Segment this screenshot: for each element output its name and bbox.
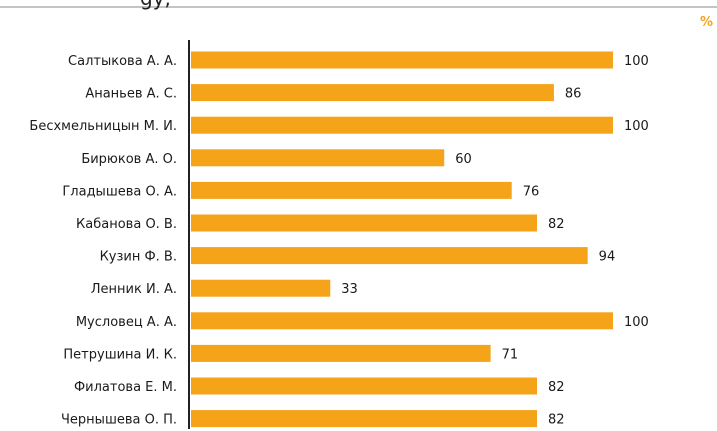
bar: [191, 117, 613, 134]
value-label: 76: [523, 184, 540, 199]
value-label: 82: [548, 380, 565, 395]
category-label: Кузин Ф. В.: [100, 250, 177, 265]
bar: [191, 182, 512, 199]
value-label: 100: [624, 119, 649, 134]
bar: [191, 149, 444, 166]
category-label: Кабанова О. В.: [76, 217, 177, 232]
category-label: Ананьев А. С.: [85, 87, 177, 102]
bar: [191, 280, 330, 297]
category-label: Бесхмельницын М. И.: [29, 119, 177, 134]
bar: [191, 215, 537, 232]
category-label: Мусловец А. А.: [76, 315, 177, 330]
value-label: 82: [548, 413, 565, 428]
value-label: 33: [341, 282, 358, 297]
bar: [191, 84, 554, 101]
bar: [191, 52, 613, 69]
category-label: Чернышева О. П.: [61, 413, 177, 428]
bar: [191, 247, 588, 264]
category-label: Салтыкова А. А.: [68, 54, 177, 69]
value-label: 82: [548, 217, 565, 232]
value-label: 60: [455, 152, 472, 167]
value-label: 94: [599, 250, 616, 265]
category-label: Петрушина И. К.: [63, 347, 177, 362]
bar: [191, 345, 491, 362]
category-label: Бирюков А. О.: [81, 152, 177, 167]
labels-layer: Салтыкова А. А. 100 Ананьев А. С. 86 Бесхмел…: [29, 54, 648, 428]
bar: [191, 378, 537, 395]
value-label: 100: [624, 54, 649, 69]
bars-layer: [191, 52, 613, 428]
value-label: 100: [624, 315, 649, 330]
category-label: Ленник И. А.: [91, 282, 177, 297]
category-label: Гладышева О. А.: [62, 184, 177, 199]
bar: [191, 410, 537, 427]
value-label: 86: [565, 87, 582, 102]
value-label: 71: [502, 347, 519, 362]
category-label: Филатова Е. М.: [74, 380, 177, 395]
bar: [191, 312, 613, 329]
